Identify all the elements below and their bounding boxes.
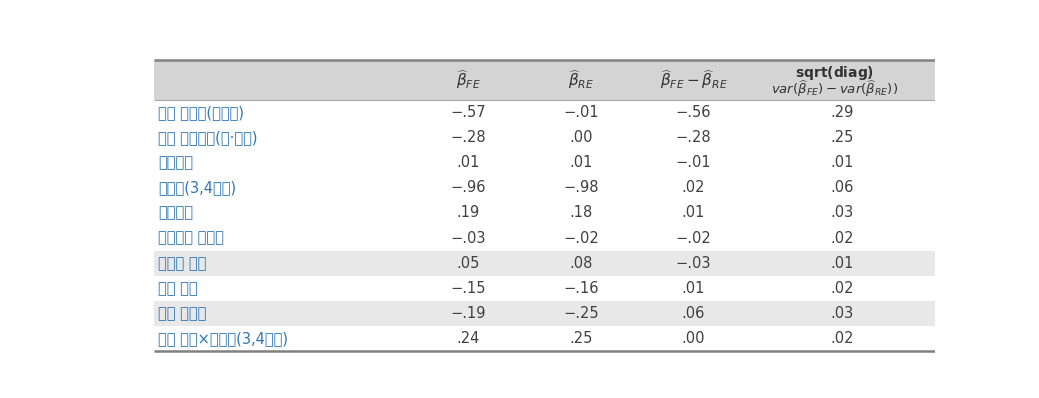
Text: $\widehat{\beta}_{FE}-\widehat{\beta}_{RE}$: $\widehat{\beta}_{FE}-\widehat{\beta}_{R… — [660, 68, 727, 92]
Text: −.01: −.01 — [675, 155, 712, 170]
Text: 대학교육 만족도: 대학교육 만족도 — [158, 230, 224, 246]
Text: −.01: −.01 — [563, 105, 598, 120]
Bar — [154, 301, 935, 326]
Text: −.56: −.56 — [675, 105, 712, 120]
Text: 가구소득: 가구소득 — [158, 155, 193, 170]
Text: −.03: −.03 — [450, 230, 486, 246]
Text: .01: .01 — [569, 155, 592, 170]
Bar — [154, 251, 935, 276]
Text: 교수와 교류: 교수와 교류 — [158, 256, 207, 271]
Text: .25: .25 — [831, 130, 854, 145]
Text: −.98: −.98 — [563, 180, 598, 195]
Text: .05: .05 — [456, 256, 480, 271]
Text: .00: .00 — [682, 331, 705, 346]
Text: .01: .01 — [682, 205, 705, 220]
Text: .02: .02 — [831, 331, 854, 346]
Text: .18: .18 — [569, 205, 592, 220]
Text: $\mathbf{sqrt(diag)}$: $\mathbf{sqrt(diag)}$ — [795, 64, 874, 82]
Text: −.02: −.02 — [563, 230, 598, 246]
Text: −.28: −.28 — [675, 130, 712, 145]
Text: .08: .08 — [569, 256, 592, 271]
Text: −.96: −.96 — [450, 180, 486, 195]
Text: 대학 설립유형(국·공립): 대학 설립유형(국·공립) — [158, 130, 258, 145]
Text: −.25: −.25 — [563, 306, 598, 321]
Text: 대학 소재지(수도권): 대학 소재지(수도권) — [158, 105, 244, 120]
Text: −.15: −.15 — [450, 281, 486, 296]
Text: .02: .02 — [682, 180, 705, 195]
Text: .19: .19 — [456, 205, 480, 220]
Text: .02: .02 — [831, 281, 854, 296]
Text: .24: .24 — [456, 331, 480, 346]
Text: $\widehat{\beta}_{RE}$: $\widehat{\beta}_{RE}$ — [567, 68, 594, 92]
Text: 고학년(3,4학년): 고학년(3,4학년) — [158, 180, 236, 195]
Text: .01: .01 — [456, 155, 480, 170]
Text: .02: .02 — [831, 230, 854, 246]
Text: −.16: −.16 — [563, 281, 598, 296]
Text: .01: .01 — [682, 281, 705, 296]
Text: 대학 적응×고학년(3,4학년): 대학 적응×고학년(3,4학년) — [158, 331, 288, 346]
Text: −.03: −.03 — [675, 256, 712, 271]
Text: .06: .06 — [831, 180, 854, 195]
Text: .01: .01 — [831, 256, 854, 271]
Text: .29: .29 — [831, 105, 854, 120]
Text: 학업태만: 학업태만 — [158, 205, 193, 220]
Text: 대학 적응: 대학 적응 — [158, 281, 197, 296]
Text: .01: .01 — [831, 155, 854, 170]
Text: −.57: −.57 — [450, 105, 486, 120]
Text: .25: .25 — [569, 331, 592, 346]
Text: .00: .00 — [569, 130, 592, 145]
Text: −.28: −.28 — [450, 130, 486, 145]
Text: $var(\widehat{\beta}_{FE})-var(\widehat{\beta}_{RE}))$: $var(\widehat{\beta}_{FE})-var(\widehat{… — [771, 78, 898, 99]
Text: −.19: −.19 — [450, 306, 486, 321]
Text: −.02: −.02 — [675, 230, 712, 246]
Text: $\widehat{\beta}_{FE}$: $\widehat{\beta}_{FE}$ — [456, 68, 480, 92]
Text: .03: .03 — [831, 306, 854, 321]
Bar — [154, 60, 935, 100]
Text: 대학 소속감: 대학 소속감 — [158, 306, 207, 321]
Text: .06: .06 — [682, 306, 705, 321]
Text: .03: .03 — [831, 205, 854, 220]
